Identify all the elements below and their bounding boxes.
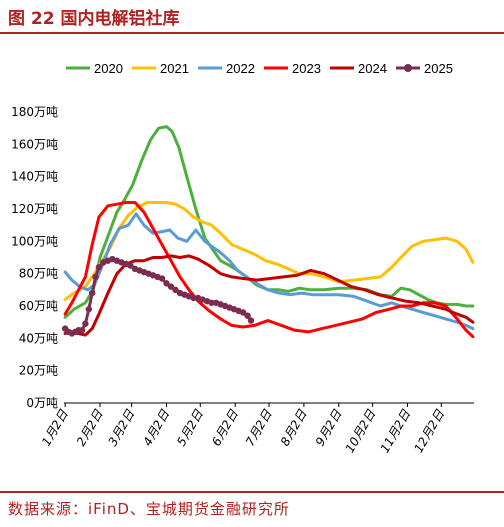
x-tick-label: 1月2日 bbox=[39, 407, 71, 449]
x-tick-label: 4月2日 bbox=[140, 407, 172, 449]
series-point-2025 bbox=[88, 289, 96, 297]
series-point-2025 bbox=[78, 327, 86, 334]
y-tick-label: 100万吨 bbox=[11, 234, 58, 248]
y-tick-label: 60万吨 bbox=[19, 299, 58, 313]
x-tick-label: 6月2日 bbox=[209, 407, 241, 449]
series-line-2023 bbox=[63, 201, 475, 339]
title-divider bbox=[0, 32, 504, 34]
x-tick-label: 2月2日 bbox=[74, 407, 106, 449]
y-tick-label: 20万吨 bbox=[19, 364, 58, 378]
series-point-2025 bbox=[247, 317, 255, 324]
series-point-2025 bbox=[127, 262, 134, 269]
series-lines bbox=[61, 125, 475, 339]
series-line-2022 bbox=[63, 212, 475, 331]
legend-label-2020: 2020 bbox=[94, 61, 123, 76]
x-tick-label: 12月2日 bbox=[411, 407, 447, 455]
series-point-2025 bbox=[85, 306, 92, 313]
y-tick-label: 180万吨 bbox=[11, 105, 58, 119]
y-tick-label: 0万吨 bbox=[26, 396, 58, 410]
legend-label-2023: 2023 bbox=[292, 61, 321, 76]
x-tick-label: 7月2日 bbox=[243, 407, 275, 449]
y-tick-label: 80万吨 bbox=[19, 267, 58, 281]
series-point-2025 bbox=[172, 286, 179, 294]
series-point-2025 bbox=[95, 264, 103, 271]
legend-label-2024: 2024 bbox=[358, 61, 387, 76]
series-point-2025 bbox=[92, 273, 99, 281]
x-tick-label: 5月2日 bbox=[174, 407, 206, 449]
legend-marker-2025 bbox=[404, 64, 412, 72]
series-point-2025 bbox=[82, 320, 89, 327]
series-point-2025 bbox=[190, 294, 197, 302]
x-tick-label: 8月2日 bbox=[278, 407, 310, 449]
chart-title: 图 22 国内电解铝社库 bbox=[8, 9, 180, 29]
x-axis: 1月2日 2月2日 3月2日 4月2日 5月2日 6月2日 7月2日 8月2日 9月2日10月2… bbox=[39, 402, 474, 455]
series-point-2025 bbox=[167, 283, 175, 290]
series-point-2025 bbox=[239, 309, 247, 316]
y-tick-label: 160万吨 bbox=[11, 137, 58, 151]
x-tick-label: 10月2日 bbox=[343, 407, 379, 455]
footer-divider bbox=[0, 491, 504, 493]
y-tick-label: 120万吨 bbox=[11, 202, 58, 216]
y-tick-label: 140万吨 bbox=[11, 170, 58, 184]
series-point-2025 bbox=[163, 280, 170, 287]
x-tick-label: 3月2日 bbox=[105, 407, 137, 449]
series-line-2024 bbox=[63, 254, 475, 337]
series-line-2025 bbox=[63, 257, 253, 335]
inventory-line-chart: 2020 2021 2022 2023 2024 2025 0万吨 20万吨 40万吨 60万吨… bbox=[11, 61, 475, 455]
legend-label-2021: 2021 bbox=[160, 61, 189, 76]
y-tick-label: 40万吨 bbox=[19, 331, 58, 345]
x-tick-label: 11月2日 bbox=[378, 407, 414, 455]
series-point-2025 bbox=[208, 299, 215, 306]
legend-label-2025: 2025 bbox=[424, 61, 453, 76]
data-source-note: 数据来源：iFinD、宝城期货金融研究所 bbox=[8, 500, 290, 518]
series-line-2021 bbox=[63, 201, 475, 301]
chart-legend: 2020 2021 2022 2023 2024 2025 bbox=[66, 61, 453, 76]
y-axis: 0万吨 20万吨 40万吨 60万吨 80万吨 100万吨 120万吨 140万吨 160万吨 1… bbox=[11, 105, 58, 410]
x-tick-label: 9月2日 bbox=[313, 407, 345, 449]
series-point-2025 bbox=[158, 275, 166, 282]
series-point-2025 bbox=[244, 312, 251, 319]
legend-label-2022: 2022 bbox=[226, 61, 255, 76]
